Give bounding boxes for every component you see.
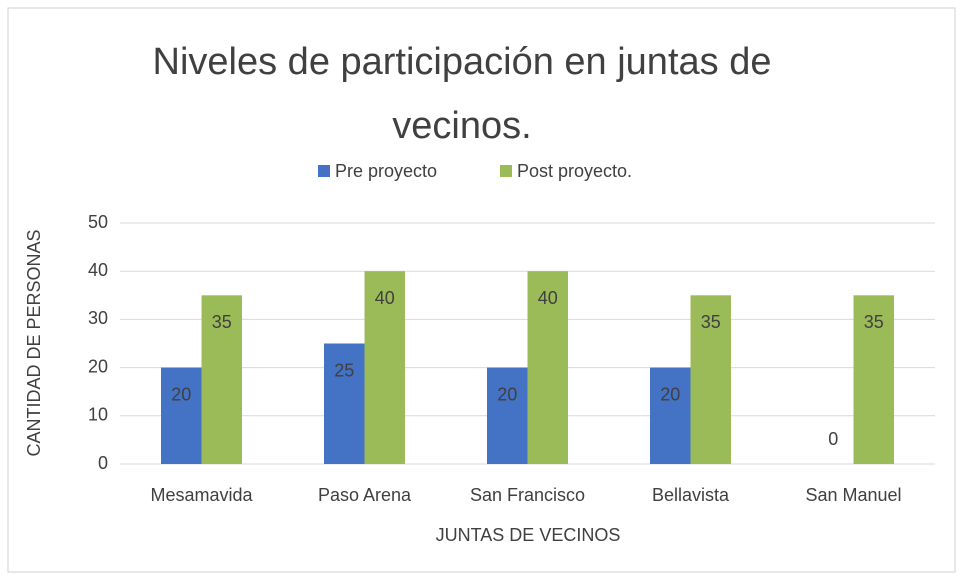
y-tick-label: 0 <box>98 453 108 473</box>
x-tick-label: Mesamavida <box>150 485 253 505</box>
data-label: 35 <box>212 312 232 332</box>
data-label: 20 <box>171 384 191 404</box>
bar <box>650 367 691 464</box>
x-tick-label: San Manuel <box>805 485 901 505</box>
data-label: 20 <box>497 384 517 404</box>
x-tick-label: San Francisco <box>470 485 585 505</box>
data-label: 35 <box>864 312 884 332</box>
bar <box>853 295 894 464</box>
bar <box>161 367 202 464</box>
data-label: 0 <box>828 429 838 449</box>
legend-label: Post proyecto. <box>517 161 632 181</box>
bar <box>527 271 568 464</box>
data-label: 40 <box>538 288 558 308</box>
y-tick-label: 20 <box>88 356 108 376</box>
legend-swatch <box>500 165 512 177</box>
y-tick-label: 30 <box>88 308 108 328</box>
x-axis-label: JUNTAS DE VECINOS <box>436 525 621 545</box>
chart-title: Niveles de participación en juntas de ve… <box>152 41 772 147</box>
bar <box>324 343 365 464</box>
legend-swatch <box>318 165 330 177</box>
x-tick-label: Bellavista <box>652 485 730 505</box>
data-label: 20 <box>660 384 680 404</box>
bar <box>364 271 405 464</box>
legend-label: Pre proyecto <box>335 161 437 181</box>
y-axis-label: CANTIDAD DE PERSONAS <box>24 229 44 456</box>
y-tick-label: 10 <box>88 405 108 425</box>
x-tick-label: Paso Arena <box>318 485 412 505</box>
chart-border <box>7 7 956 573</box>
data-label: 25 <box>334 360 354 380</box>
y-tick-label: 50 <box>88 212 108 232</box>
bar <box>201 295 242 464</box>
bar <box>690 295 731 464</box>
y-tick-label: 40 <box>88 260 108 280</box>
bar <box>487 367 528 464</box>
data-label: 35 <box>701 312 721 332</box>
data-label: 40 <box>375 288 395 308</box>
